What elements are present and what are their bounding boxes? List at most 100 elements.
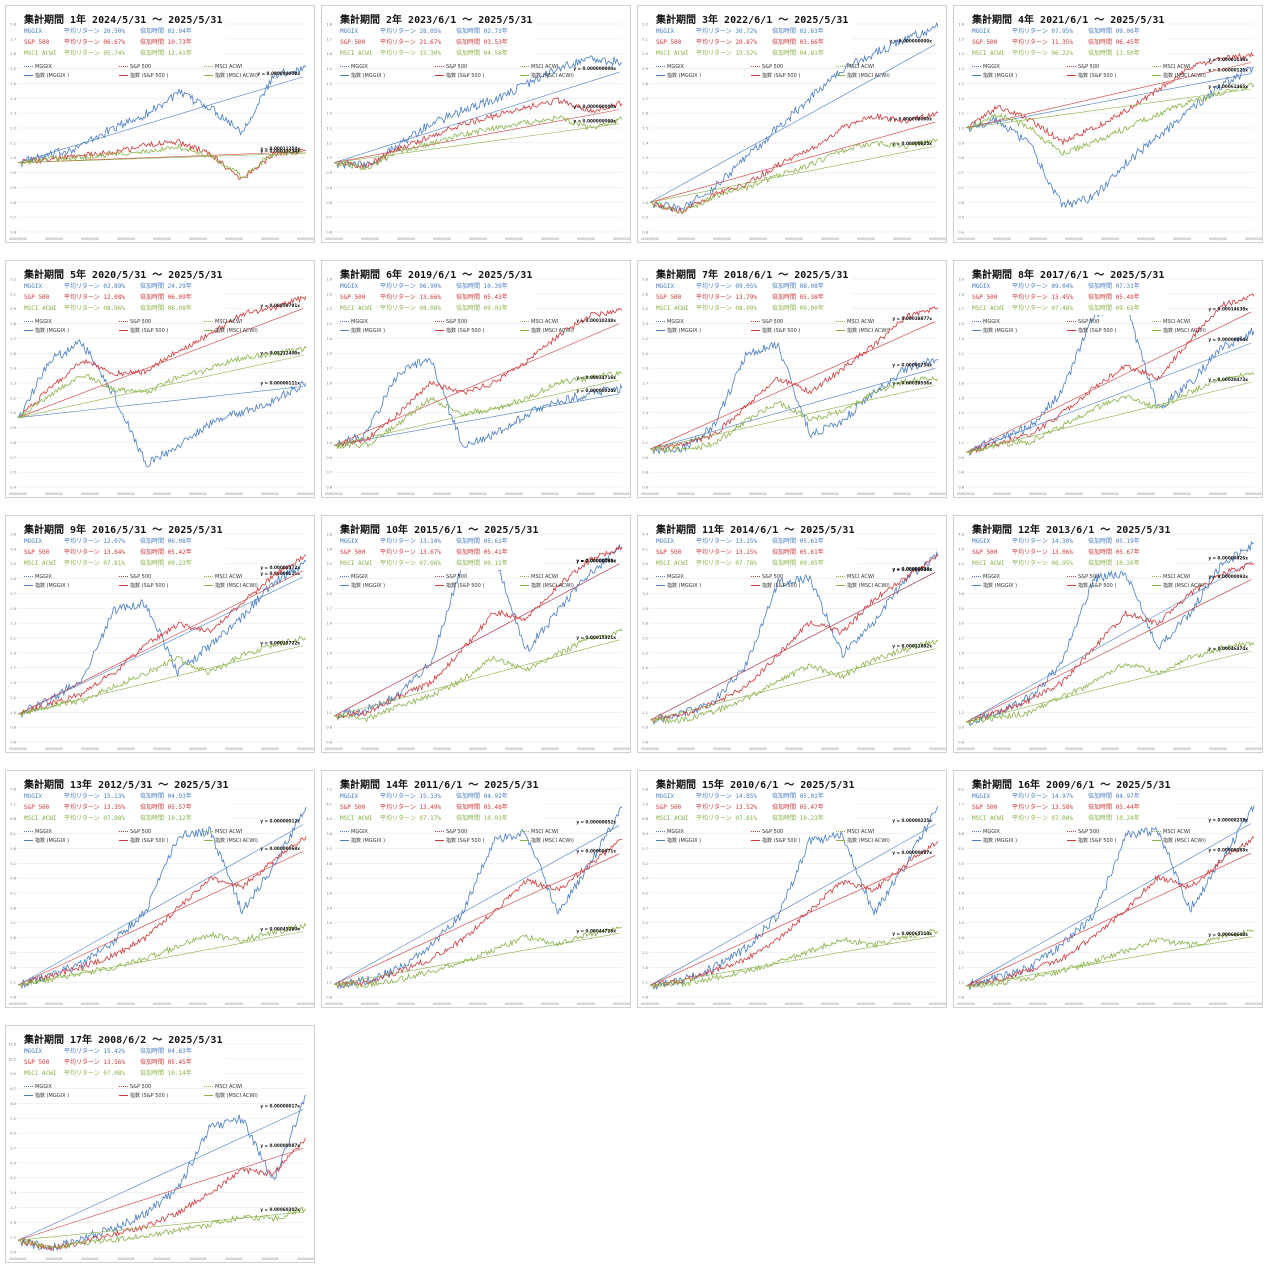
legend-swatch [972,585,981,586]
stat-return: 平均リターン 14.97% [1012,791,1088,802]
chart-info: 集計期間 17年 2008/6/2 〜 2025/5/31 MGGIX 平均リターン… [20,1030,227,1080]
chart-title: 集計期間 12年 2013/6/1 〜 2025/5/31 [972,525,1171,536]
stat-row: S&P 500 平均リターン 13.79% 倍加時間 05.38年 [656,292,848,303]
y-tick-label: 1.2 [326,426,332,430]
y-tick-label: 5.2 [642,862,648,866]
y-tick-label: 2.4 [958,651,964,655]
legend-label: MSCI ACWI [531,574,559,580]
chart-title: 集計期間 10年 2015/6/1 〜 2025/5/31 [340,525,539,536]
x-tick-label: 0000/00/00 [749,492,767,496]
trend-equation: y = 0.00060608x [1208,932,1248,937]
doubling-value: 04.83年 [167,1048,192,1055]
legend-swatch [656,75,665,76]
legend-item: MSCI ACWI [836,319,874,325]
chart-info: 集計期間 6年 2019/6/1 〜 2025/5/31 MGGIX 平均リターン … [336,265,537,315]
y-tick-label: 5.5 [958,862,964,866]
stat-return: 平均リターン 07.00% [1012,813,1088,824]
chart-title: 集計期間 14年 2011/6/1 〜 2025/5/31 [340,780,539,791]
stat-return: 平均リターン 11.35% [1012,37,1088,48]
legend-item: 指数 (MGGIX ) [24,327,69,334]
chart-info: 集計期間 8年 2017/6/1 〜 2025/5/31 MGGIX 平均リターン … [968,265,1169,315]
stat-row: MSCI ACWI 平均リターン 07.08% 倍加時間 10.12年 [24,813,229,824]
legend-label: MGGIX [351,829,368,835]
legend-swatch [1067,66,1076,67]
x-tick-label: 0000/00/00 [45,1002,63,1006]
legend-item: 指数 (MGGIX ) [24,582,69,589]
legend-swatch [24,330,33,331]
doubling-label: 倍加時間 [456,283,481,290]
trend-line-mggix [17,824,304,986]
return-value: 07.06% [419,560,442,567]
trend-equation: y = 0.00039556x [892,380,932,385]
x-tick-label: 0000/00/00 [469,492,487,496]
x-tick-label: 0000/00/00 [1245,1002,1263,1006]
y-tick-label: 3.3 [326,562,332,566]
doubling-label: 倍加時間 [456,294,481,301]
legend-swatch [656,840,665,841]
legend-label: S&P 500 [1078,319,1100,325]
return-label: 平均リターン [64,294,100,301]
y-tick-label: 1.9 [642,367,648,371]
return-label: 平均リターン [64,793,100,800]
stat-row: MSCI ACWI 平均リターン 08.09% 倍加時間 09.00年 [656,303,848,314]
line-chart: 0.6 1.1 1.6 2.1 2.6 3.1 3.6 4.1 4.6 5.1 5.6 6.1 6.6 7… [9,788,314,1007]
legend-swatch [435,840,444,841]
y-tick-label: 4.4 [642,533,648,537]
stat-row: S&P 500 平均リターン 13.15% 倍加時間 05.61年 [656,547,854,558]
y-tick-label: 3.4 [326,906,332,910]
legend-label: 指数 (MGGIX ) [667,328,702,334]
chart-title: 集計期間 9年 2016/5/31 〜 2025/5/31 [24,525,223,536]
y-tick-label: 2.5 [642,637,648,641]
doubling-label: 倍加時間 [456,28,481,35]
x-tick-label: 0000/00/00 [957,1002,975,1006]
x-tick-label: 0000/00/00 [785,492,803,496]
y-tick-label: 4.2 [642,892,648,896]
x-tick-label: 0000/00/00 [361,492,379,496]
legend-label: MGGIX [351,319,368,325]
legend-label: 指数 (MSCI ACWI) [215,73,258,79]
y-tick-label: 0.9 [326,171,332,175]
return-label: 平均リターン [1012,538,1048,545]
x-tick-label: 0000/00/00 [45,1257,63,1261]
return-label: 平均リターン [380,283,416,290]
doubling-value: 04.92年 [483,793,508,800]
y-tick-label: 0.4 [958,231,964,235]
doubling-label: 倍加時間 [1088,549,1113,556]
y-tick-label: 2.0 [326,337,332,341]
legend-swatch [204,66,213,67]
y-tick-label: 0.7 [10,216,16,220]
y-tick-label: 4.8 [326,862,332,866]
return-label: 平均リターン [64,50,100,57]
legend-swatch [751,840,760,841]
stat-name: S&P 500 [656,804,682,811]
y-tick-label: 1.5 [642,127,648,131]
stat-name: MGGIX [656,28,675,35]
chart-title: 集計期間 8年 2017/6/1 〜 2025/5/31 [972,270,1165,281]
trend-equation: y = 0.00050791x [260,303,300,308]
return-label: 平均リターン [696,305,732,312]
series-line-sp500 [17,554,307,717]
legend-label: 指数 (S&P 500 ) [446,328,485,334]
y-tick-label: 2.7 [958,637,964,641]
trend-equation: y = 0.000000000x [573,66,616,71]
y-tick-label: 1.5 [326,67,332,71]
legend-swatch [1152,585,1161,586]
line-chart: 0.8 0.9 1.0 1.1 1.2 1.3 1.4 1.5 1.6 1.7 1.8 1.9 2.0 2… [641,21,946,241]
doubling-value: 05.01年 [799,793,824,800]
y-tick-label: 0.8 [642,231,648,235]
series-line-sp500 [965,293,1255,455]
y-tick-label: 6.6 [958,832,964,836]
stat-name: S&P 500 [656,39,682,46]
trend-equation: y = 0.00060307x [260,1207,300,1212]
legend-label: 指数 (MGGIX ) [667,583,702,589]
legend-label: 指数 (S&P 500 ) [1078,838,1117,844]
legend-label: 指数 (MGGIX ) [351,73,386,79]
legend-item: S&P 500 [435,64,467,70]
x-tick-label: 0000/00/00 [1029,747,1047,751]
legend-swatch [24,321,33,322]
legend-swatch [1067,585,1076,586]
y-tick-label: 1.0 [958,127,964,131]
line-chart: 0.6 0.8 0.9 1.1 1.2 1.4 1.5 1.7 1.9 2.0 2.2 2.3 2.5 2… [641,278,946,497]
stat-row: MGGIX 平均リターン 15.42% 倍加時間 04.83年 [24,1046,222,1057]
stat-return: 平均リターン 07.01% [696,813,772,824]
